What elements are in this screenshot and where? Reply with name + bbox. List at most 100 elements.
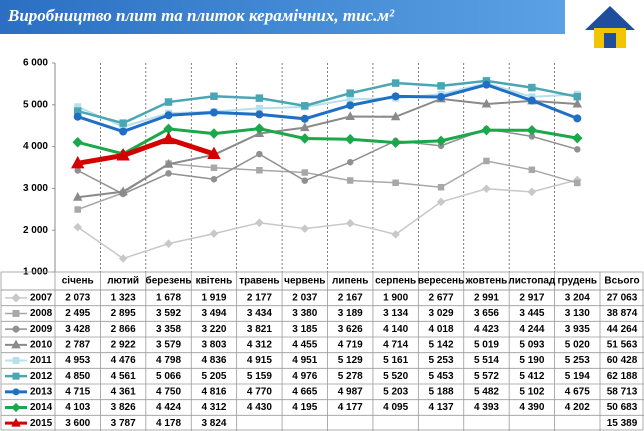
table-value: 4 976 [292, 371, 317, 382]
legend-label: 2010 [30, 339, 53, 350]
table-value: 4 423 [474, 324, 499, 335]
series-marker [437, 82, 445, 90]
table-total: 50 683 [607, 402, 638, 413]
legend-label: 2007 [30, 292, 53, 303]
table-total: 44 264 [607, 324, 638, 335]
series-marker [391, 230, 400, 239]
table-value: 3 821 [247, 324, 272, 335]
table-value: 3 826 [111, 402, 136, 413]
table-total: 15 389 [607, 418, 638, 429]
series-marker [255, 218, 264, 228]
series-marker [164, 98, 173, 106]
table-value: 2 917 [519, 292, 544, 303]
table-value: 5 520 [383, 371, 408, 382]
series-marker [72, 192, 83, 201]
series-marker [300, 122, 310, 132]
table-value: 3 185 [292, 324, 317, 335]
table-value: 1 323 [111, 292, 136, 303]
series-marker [390, 111, 401, 121]
table-value: 3 445 [519, 308, 544, 319]
series-marker [163, 158, 174, 168]
table-value: 4 195 [292, 402, 317, 413]
table-value: 3 824 [201, 418, 226, 429]
table-value: 5 129 [338, 355, 363, 366]
table-value: 4 424 [156, 402, 181, 413]
table-value: 5 453 [429, 371, 454, 382]
x-tick-label: квітень [196, 276, 233, 287]
series-marker [161, 131, 176, 145]
table-total: 58 713 [607, 386, 638, 397]
series-marker [116, 148, 130, 161]
table-value: 4 312 [247, 339, 272, 350]
series-marker [435, 135, 447, 147]
table-value: 3 626 [338, 324, 363, 335]
series-marker [300, 114, 309, 123]
x-tick-label: травень [239, 276, 279, 287]
series-marker [392, 179, 399, 187]
x-tick-label: вересень [418, 276, 464, 287]
legend-marker [12, 325, 20, 333]
legend-label: 2013 [30, 386, 53, 397]
table-value: 4 850 [65, 371, 90, 382]
series-marker [481, 124, 492, 136]
table-value: 5 482 [474, 386, 499, 397]
series-line [77, 83, 578, 134]
table-value: 3 220 [201, 324, 226, 335]
table-value: 2 866 [111, 324, 136, 335]
legend-marker [11, 417, 21, 427]
table-value: 2 922 [111, 339, 136, 350]
series-marker [483, 157, 490, 165]
series-marker [255, 94, 264, 102]
table-value: 5 514 [474, 355, 499, 366]
table-value: 3 029 [429, 308, 454, 319]
table-value: 4 095 [383, 402, 408, 413]
series-marker [481, 98, 492, 108]
table-value: 2 167 [338, 292, 363, 303]
series-line [77, 97, 578, 199]
series-marker [256, 150, 263, 158]
series-marker [573, 114, 582, 123]
legend-label: 2015 [30, 418, 53, 429]
table-value: 1 900 [383, 292, 408, 303]
table-value: 5 412 [519, 371, 544, 382]
x-tick-label: лютий [107, 276, 139, 287]
series-marker [164, 111, 173, 120]
table-value: 5 572 [474, 371, 499, 382]
table-value: 5 019 [474, 339, 499, 350]
chart-title: Виробництво плит та плиток керамічних, т… [7, 6, 395, 25]
table-value: 4 137 [429, 402, 454, 413]
series-marker [346, 101, 355, 110]
table-value: 5 190 [519, 355, 544, 366]
table-value: 5 205 [201, 371, 226, 382]
legend-label: 2012 [30, 371, 53, 382]
table-value: 2 495 [65, 308, 90, 319]
table-value: 4 675 [565, 386, 590, 397]
table-value: 2 177 [247, 292, 272, 303]
table-total: 27 063 [607, 292, 638, 303]
table-value: 4 665 [292, 386, 317, 397]
table-value: 4 750 [156, 386, 181, 397]
legend-marker [12, 388, 20, 396]
series-marker [73, 222, 82, 232]
table-value: 4 915 [247, 355, 272, 366]
table-value: 4 178 [156, 418, 181, 429]
series-marker [210, 92, 218, 100]
series-marker [390, 137, 401, 148]
series-marker [301, 102, 309, 110]
table-value: 5 102 [519, 386, 544, 397]
legend-marker [11, 402, 21, 413]
series-line [77, 136, 215, 166]
table-value: 5 142 [429, 339, 454, 350]
x-tick-label: березень [146, 275, 192, 287]
table-value: 5 159 [247, 371, 272, 382]
title-bar [0, 0, 565, 34]
series-marker [256, 167, 263, 174]
table-value: 2 037 [292, 292, 317, 303]
table-value: 5 253 [565, 355, 590, 366]
table-total: 60 428 [607, 355, 638, 366]
series-marker [437, 183, 445, 191]
series-marker [482, 80, 491, 89]
series-marker [574, 179, 581, 187]
